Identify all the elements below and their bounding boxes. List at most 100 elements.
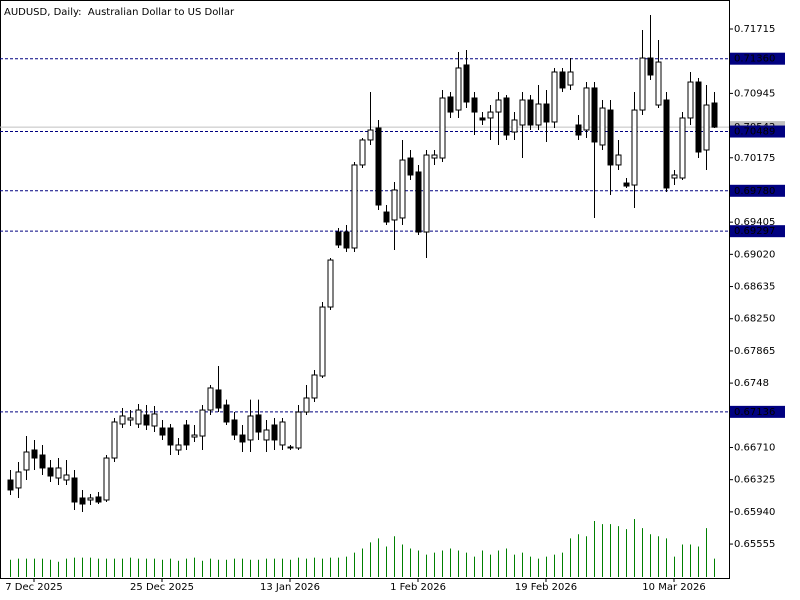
candle-body: [191, 434, 198, 438]
candle-body: [407, 157, 414, 176]
candle-body: [55, 467, 62, 479]
candle-body: [551, 71, 558, 123]
candle-body: [471, 97, 478, 113]
candle-body: [519, 99, 526, 126]
plot-frame: [0, 0, 730, 579]
candle-body: [663, 99, 670, 189]
candle-body: [479, 117, 486, 121]
candle-body: [319, 306, 326, 377]
candle-body: [487, 111, 494, 119]
candle-body: [31, 449, 38, 459]
candle-body: [279, 421, 286, 446]
x-tick-label: 10 Mar 2026: [642, 582, 705, 593]
level-box: [730, 125, 785, 138]
chart-title: AUDUSD, Daily: Australian Dollar to US D…: [4, 7, 235, 18]
candle-body: [535, 103, 542, 126]
candle-body: [23, 451, 30, 471]
candle-body: [263, 429, 270, 441]
candle-body: [119, 415, 126, 425]
candle-body: [655, 61, 662, 106]
candle-body: [359, 139, 366, 166]
candle-body: [255, 414, 262, 433]
candle-body: [599, 107, 606, 146]
candle-body: [383, 211, 390, 223]
candle-body: [95, 496, 102, 503]
level-label: 0.69297: [734, 226, 775, 237]
candle-body: [111, 421, 118, 459]
candle-body: [135, 409, 142, 425]
candle-body: [215, 389, 222, 409]
candle-body: [79, 497, 86, 505]
level-box: [730, 405, 785, 418]
candle-body: [351, 164, 358, 249]
candle-body: [503, 97, 510, 136]
level-label: 0.69780: [734, 186, 775, 197]
level-label: 0.71360: [734, 54, 775, 65]
y-tick-label: 0.69405: [734, 217, 775, 228]
candle-body: [159, 427, 166, 436]
candle-body: [511, 119, 518, 133]
candle-body: [567, 71, 574, 86]
candle-body: [183, 424, 190, 446]
level-label: 0.67136: [734, 407, 775, 418]
candle-body: [543, 103, 550, 123]
candle-body: [463, 64, 470, 103]
candle-body: [679, 117, 686, 179]
candle-body: [47, 467, 54, 477]
candle-body: [703, 104, 710, 151]
candle-body: [87, 497, 94, 501]
candle-body: [671, 174, 678, 179]
candle-body: [391, 189, 398, 221]
candle-body: [431, 154, 438, 159]
candle-body: [455, 67, 462, 111]
x-tick-label: 7 Dec 2025: [5, 582, 63, 593]
candle-body: [295, 411, 302, 449]
candle-body: [239, 434, 246, 443]
candle-body: [247, 415, 254, 441]
y-tick-label: 0.65555: [734, 539, 775, 550]
candle-body: [375, 127, 382, 206]
candle-body: [15, 471, 22, 489]
candle-body: [415, 171, 422, 233]
candle-body: [687, 81, 694, 119]
candle-body: [103, 457, 110, 501]
level-label: 0.70489: [734, 127, 775, 138]
candle-body: [231, 419, 238, 436]
x-tick-label: 1 Feb 2026: [390, 582, 446, 593]
candle-body: [335, 231, 342, 246]
candle-body: [439, 97, 446, 159]
candle-body: [495, 99, 502, 113]
candle-body: [615, 154, 622, 166]
x-tick-label: 25 Dec 2025: [130, 582, 194, 593]
y-tick-label: 0.68635: [734, 282, 775, 293]
candle-body: [343, 231, 350, 249]
y-tick-label: 0.69020: [734, 249, 775, 260]
candle-body: [423, 154, 430, 233]
candle-body: [327, 259, 334, 308]
candle-body: [199, 409, 206, 437]
y-tick-label: 0.70945: [734, 88, 775, 99]
candle-body: [223, 404, 230, 423]
candle-body: [607, 109, 614, 166]
candle-body: [623, 182, 630, 187]
candle-body: [127, 417, 134, 421]
candle-body: [399, 159, 406, 219]
candle-body: [711, 102, 718, 128]
y-tick-label: 0.66325: [734, 475, 775, 486]
y-tick-label: 0.71715: [734, 24, 775, 35]
level-box: [730, 184, 785, 197]
level-box: [730, 225, 785, 238]
candle-body: [311, 374, 318, 399]
candle-body: [167, 427, 174, 446]
candle-body: [527, 99, 534, 126]
candle-body: [559, 71, 566, 89]
candle-body: [7, 479, 14, 491]
candle-body: [175, 444, 182, 451]
y-tick-label: 0.65940: [734, 507, 775, 518]
y-tick-label: 0.70175: [734, 153, 775, 164]
candle-body: [695, 81, 702, 153]
candle-body: [639, 57, 646, 111]
level-box: [730, 52, 785, 65]
candle-body: [287, 446, 294, 449]
